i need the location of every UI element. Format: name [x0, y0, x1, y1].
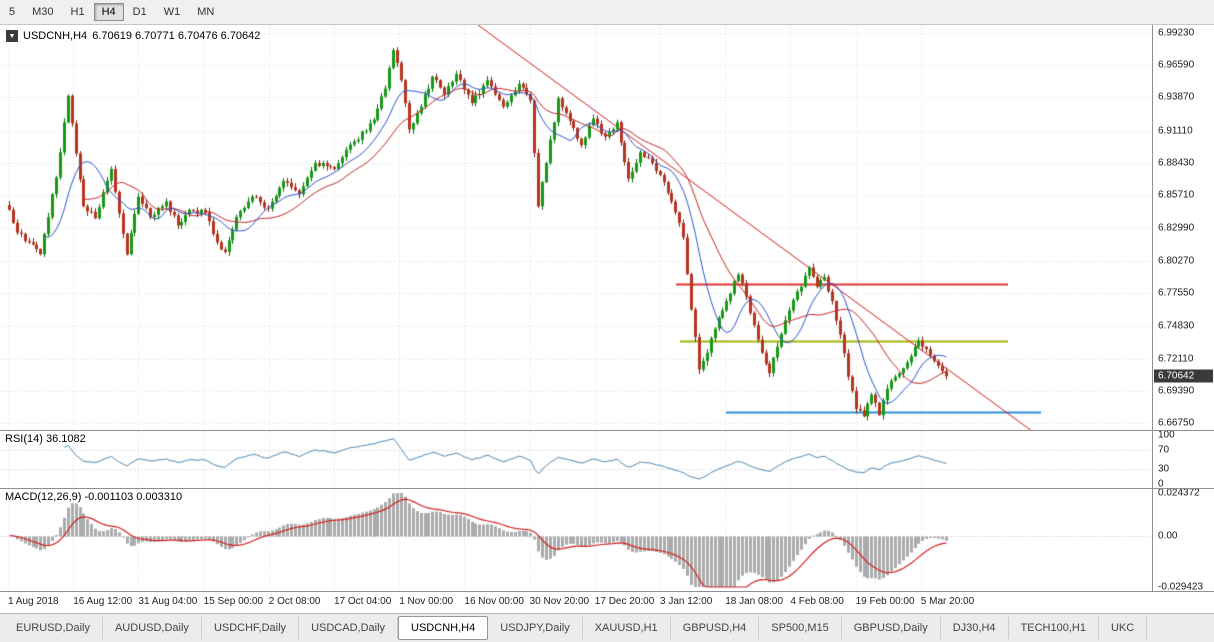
current-price-badge: 6.70642 — [1154, 369, 1213, 383]
rsi-axis-label: 30 — [1158, 463, 1170, 475]
price-axis-label: 6.85710 — [1158, 189, 1195, 201]
main-chart-canvas[interactable] — [0, 25, 1152, 430]
time-axis-label: 15 Sep 00:00 — [203, 596, 264, 607]
time-axis-label: 1 Aug 2018 — [8, 596, 59, 607]
macd-canvas[interactable] — [0, 489, 1152, 591]
price-axis-label: 6.80270 — [1158, 255, 1195, 267]
chart-tab-usdcad-daily[interactable]: USDCAD,Daily — [299, 617, 399, 639]
chart-tab-ukc[interactable]: UKC — [1099, 617, 1148, 639]
timeframe-button-h1[interactable]: H1 — [63, 3, 93, 21]
chart-tab-audusd-daily[interactable]: AUDUSD,Daily — [103, 617, 202, 639]
price-axis-label: 6.88430 — [1158, 157, 1195, 169]
chart-symbol-label: USDCNH,H4 — [23, 30, 88, 42]
macd-label: MACD(12,26,9) -0.001103 0.003310 — [5, 491, 183, 503]
timeframe-button-m30[interactable]: M30 — [24, 3, 61, 21]
price-axis-label: 6.66750 — [1158, 417, 1195, 429]
rsi-canvas[interactable] — [0, 431, 1152, 488]
price-axis[interactable]: 6.99230 6.96590 6.93870 6.91110 6.88430 6.857… — [1152, 25, 1214, 430]
timeframe-button-5[interactable]: 5 — [1, 3, 23, 21]
price-axis-label: 6.91110 — [1158, 125, 1193, 136]
chart-header: ▼ USDCNH,H4 6.70619 6.70771 6.70476 6.70… — [6, 30, 260, 42]
macd-axis-label: 0.00 — [1158, 530, 1178, 542]
price-axis-label: 6.74830 — [1158, 320, 1195, 332]
chart-tab-xauusd-h1[interactable]: XAUUSD,H1 — [583, 617, 671, 639]
chart-tab-eurusd-daily[interactable]: EURUSD,Daily — [4, 617, 103, 639]
price-axis-label: 6.96590 — [1158, 59, 1195, 71]
chart-tab-usdchf-daily[interactable]: USDCHF,Daily — [202, 617, 300, 639]
price-axis-label: 6.93870 — [1158, 91, 1195, 103]
rsi-indicator-panel: RSI(14) 36.1082 100 70 30 0 — [0, 430, 1214, 488]
time-axis-label: 18 Jan 08:00 — [725, 596, 784, 607]
timeframe-button-h4[interactable]: H4 — [93, 3, 124, 21]
rsi-label: RSI(14) 36.1082 — [5, 433, 86, 445]
time-axis-label: 5 Mar 20:00 — [920, 596, 975, 607]
rsi-axis-label: 0 — [1158, 478, 1164, 489]
time-axis[interactable]: 1 Aug 2018 16 Aug 12:00 31 Aug 04:00 15 Sep… — [0, 591, 1214, 613]
chart-tab-usdcnh-h4[interactable]: USDCNH,H4 — [398, 616, 489, 640]
time-axis-label: 31 Aug 04:00 — [138, 596, 198, 607]
time-axis-label: 3 Jan 12:00 — [660, 596, 713, 607]
chart-tab-gbpusd-daily[interactable]: GBPUSD,Daily — [842, 617, 941, 639]
time-axis-label: 1 Nov 00:00 — [399, 596, 454, 607]
macd-axis[interactable]: 0.024372 0.00 -0.029423 — [1152, 489, 1214, 591]
chart-tab-sp500-m15[interactable]: SP500,M15 — [759, 617, 842, 639]
rsi-axis-label: 70 — [1158, 444, 1170, 456]
macd-axis-label: 0.024372 — [1158, 488, 1200, 499]
time-axis-label: 16 Nov 00:00 — [464, 596, 524, 607]
time-axis-label: 16 Aug 12:00 — [73, 596, 133, 607]
chart-tab-gbpusd-h4[interactable]: GBPUSD,H4 — [671, 617, 760, 639]
time-axis-label: 4 Feb 08:00 — [790, 596, 844, 607]
chart-tabs-bar: EURUSD,Daily AUDUSD,Daily USDCHF,Daily USDC… — [0, 613, 1214, 642]
time-axis-label: 30 Nov 20:00 — [529, 596, 590, 607]
timeframe-button-w1[interactable]: W1 — [156, 3, 189, 21]
price-axis-label: 6.99230 — [1158, 27, 1195, 39]
chart-dropdown-icon: ▼ — [6, 30, 18, 42]
time-axis-label: 2 Oct 08:00 — [268, 596, 321, 607]
price-axis-label: 6.69390 — [1158, 385, 1195, 397]
chart-ohlc-values: 6.70619 6.70771 6.70476 6.70642 — [92, 30, 261, 42]
timeframe-button-d1[interactable]: D1 — [125, 3, 155, 21]
timeframe-button-mn[interactable]: MN — [189, 3, 222, 21]
time-axis-label: 17 Dec 20:00 — [594, 596, 655, 607]
price-axis-label: 6.77550 — [1158, 287, 1195, 299]
chart-tab-tech100-h1[interactable]: TECH100,H1 — [1009, 617, 1099, 639]
price-axis-label: 6.72110 — [1158, 353, 1194, 365]
main-chart-panel: ▼ USDCNH,H4 6.70619 6.70771 6.70476 6.70… — [0, 25, 1214, 430]
timeframe-toolbar: 5 M30 H1 H4 D1 W1 MN — [0, 0, 1214, 25]
macd-axis-label: -0.029423 — [1158, 581, 1204, 592]
time-axis-label: 17 Oct 04:00 — [334, 596, 392, 607]
time-axis-label: 19 Feb 00:00 — [855, 596, 915, 607]
rsi-axis-label: 100 — [1158, 430, 1175, 441]
chart-tab-dj30-h4[interactable]: DJ30,H4 — [941, 617, 1009, 639]
price-axis-label: 6.82990 — [1158, 222, 1195, 234]
chart-tab-usdjpy-daily[interactable]: USDJPY,Daily — [488, 617, 583, 639]
macd-indicator-panel: MACD(12,26,9) -0.001103 0.003310 0.02437… — [0, 488, 1214, 591]
rsi-axis[interactable]: 100 70 30 0 — [1152, 431, 1214, 488]
